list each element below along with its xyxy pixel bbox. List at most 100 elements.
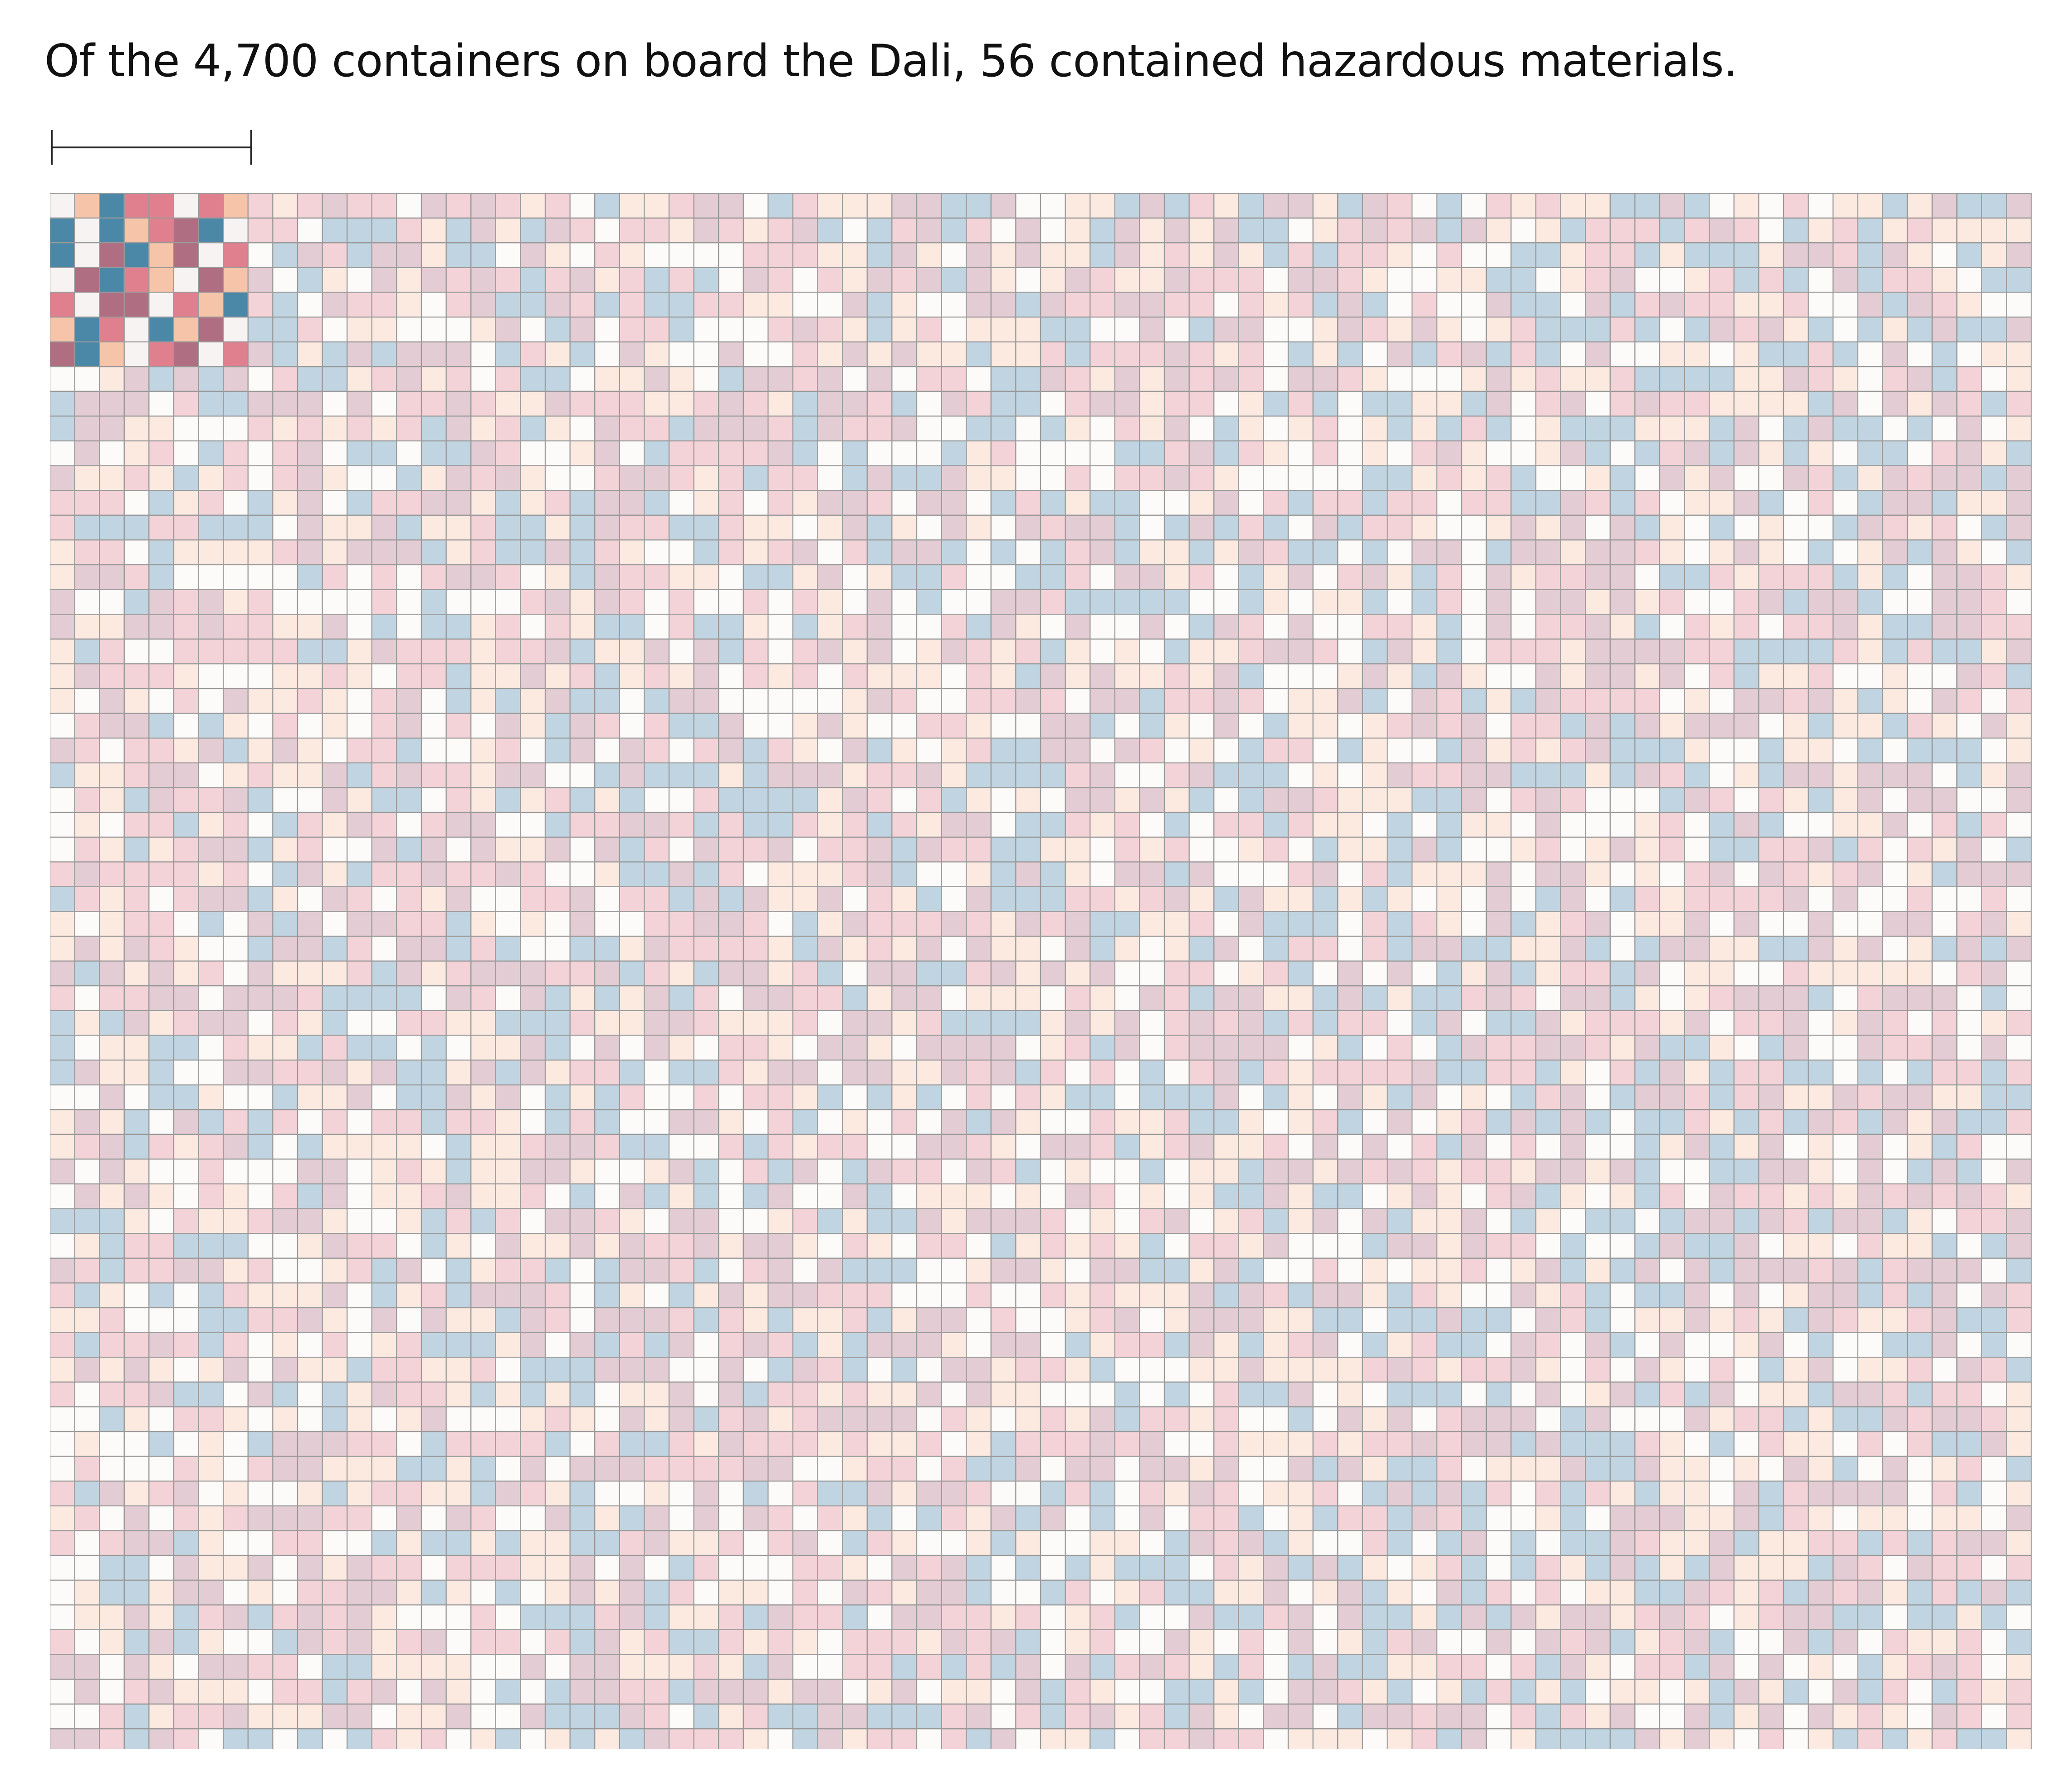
container-cell: [1312, 341, 1339, 367]
container-cell: [544, 935, 571, 962]
container-cell: [1065, 1158, 1091, 1185]
container-cell: [1833, 1406, 1858, 1432]
container-cell: [644, 1530, 670, 1556]
container-cell: [347, 1010, 372, 1036]
container-cell: [644, 316, 670, 342]
container-cell: [1535, 1257, 1561, 1284]
container-cell: [1560, 1678, 1586, 1705]
container-cell: [297, 366, 323, 392]
container-cell: [1882, 1257, 1908, 1284]
container-cell: [495, 1456, 521, 1482]
container-cell: [1090, 985, 1115, 1011]
container-cell: [916, 589, 942, 615]
container-cell: [247, 985, 274, 1011]
hazardous-container-cell: [99, 217, 125, 244]
container-cell: [1114, 217, 1140, 244]
container-cell: [1263, 1481, 1289, 1506]
container-cell: [470, 1059, 496, 1085]
container-cell: [1882, 1307, 1908, 1333]
container-cell: [743, 762, 769, 788]
container-cell: [1833, 1332, 1858, 1358]
container-cell: [1857, 217, 1883, 244]
container-cell: [644, 514, 670, 541]
container-cell: [1808, 1059, 1834, 1085]
container-cell: [1287, 762, 1314, 788]
container-cell: [420, 267, 447, 293]
container-cell: [619, 1406, 645, 1432]
hazardous-container-cell: [223, 242, 249, 268]
container-cell: [1857, 1134, 1883, 1160]
container-cell: [1486, 1109, 1512, 1135]
container-cell: [1337, 1554, 1363, 1581]
container-cell: [569, 193, 596, 219]
container-cell: [668, 1481, 694, 1506]
container-cell: [1486, 1530, 1512, 1556]
container-cell: [619, 316, 645, 342]
container-cell: [1040, 663, 1066, 689]
container-cell: [1833, 1530, 1858, 1556]
container-cell: [1065, 1654, 1091, 1680]
container-cell: [1585, 217, 1611, 244]
container-cell: [1585, 1158, 1611, 1185]
container-cell: [1634, 341, 1661, 367]
container-cell: [420, 589, 447, 615]
container-cell: [668, 1357, 694, 1383]
container-cell: [1585, 415, 1611, 442]
container-cell: [1263, 316, 1289, 342]
container-cell: [1510, 1530, 1537, 1556]
container-cell: [1659, 762, 1685, 788]
container-cell: [1114, 1158, 1140, 1185]
container-cell: [1015, 1505, 1041, 1531]
container-cell: [1956, 539, 1982, 566]
container-cell: [1510, 217, 1537, 244]
container-cell: [693, 1728, 719, 1749]
container-cell: [1238, 193, 1264, 219]
container-cell: [1510, 1703, 1537, 1730]
container-cell: [1709, 688, 1735, 714]
container-cell: [1709, 1654, 1735, 1680]
container-cell: [1956, 514, 1982, 541]
container-cell: [396, 514, 422, 541]
container-cell: [123, 490, 150, 516]
hazardous-container-cell: [123, 193, 150, 219]
container-cell: [1139, 713, 1165, 739]
container-cell: [1709, 217, 1735, 244]
container-cell: [916, 1505, 942, 1531]
container-cell: [445, 935, 472, 962]
container-cell: [1287, 1158, 1314, 1185]
container-cell: [990, 1703, 1016, 1730]
container-cell: [916, 688, 942, 714]
container-cell: [1188, 1604, 1215, 1630]
container-cell: [272, 1010, 298, 1036]
container-cell: [990, 564, 1016, 590]
container-cell: [743, 1406, 769, 1432]
container-cell: [767, 589, 794, 615]
container-cell: [1634, 1357, 1661, 1383]
container-cell: [1387, 1654, 1413, 1680]
container-cell: [1956, 193, 1982, 219]
container-cell: [1188, 1282, 1215, 1309]
container-cell: [817, 811, 843, 838]
container-cell: [99, 539, 125, 566]
container-cell: [148, 861, 175, 887]
container-cell: [1833, 366, 1858, 392]
container-cell: [693, 663, 719, 689]
container-cell: [123, 1604, 150, 1630]
container-cell: [693, 861, 719, 887]
container-cell: [297, 1728, 323, 1749]
container-cell: [1808, 935, 1834, 962]
container-cell: [74, 836, 100, 863]
container-cell: [1090, 1035, 1115, 1061]
container-cell: [569, 1431, 596, 1457]
container-cell: [1312, 1654, 1339, 1680]
container-cell: [619, 1307, 645, 1333]
container-cell: [470, 688, 496, 714]
container-cell: [842, 1257, 868, 1284]
container-cell: [1114, 341, 1140, 367]
container-cell: [173, 366, 199, 392]
container-cell: [1906, 440, 1933, 466]
container-cell: [1981, 1703, 2007, 1730]
container-cell: [520, 1481, 546, 1506]
container-cell: [1783, 1332, 1809, 1358]
container-cell: [198, 1629, 224, 1655]
